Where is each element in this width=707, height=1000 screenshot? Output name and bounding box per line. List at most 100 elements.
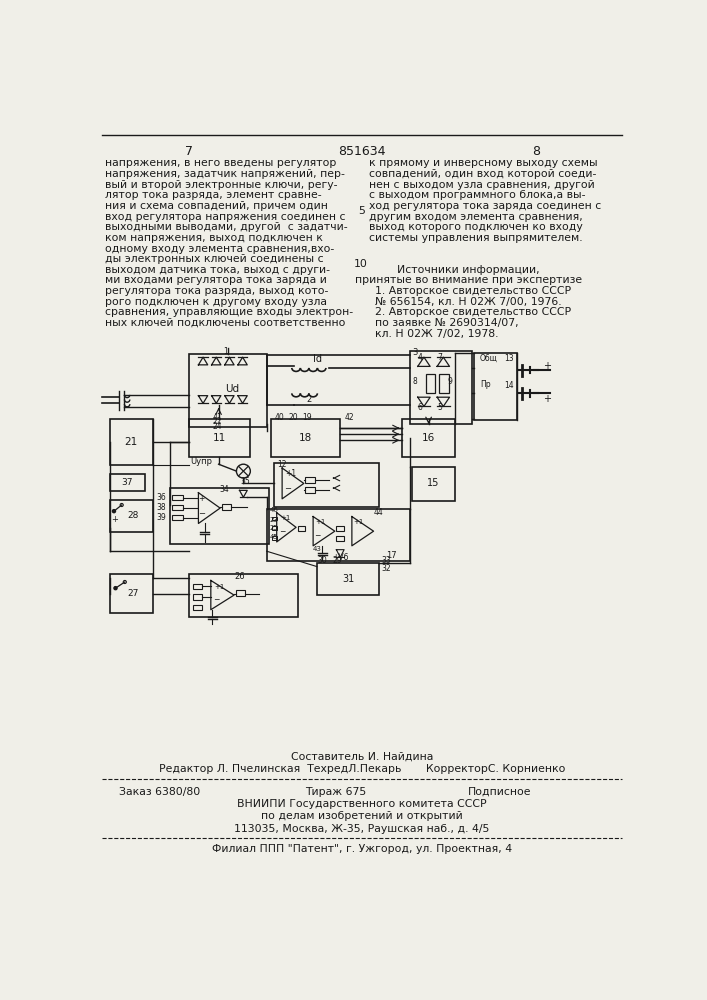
Text: регулятора тока разряда, выход кото-: регулятора тока разряда, выход кото- — [105, 286, 329, 296]
Text: выход которого подключен ко входу: выход которого подключен ко входу — [369, 222, 583, 232]
Text: 40: 40 — [274, 413, 284, 422]
Text: Пр: Пр — [480, 380, 491, 389]
Text: нен с выходом узла сравнения, другой: нен с выходом узла сравнения, другой — [369, 180, 595, 190]
Bar — [272, 517, 276, 520]
Text: ход регулятора тока заряда соединен с: ход регулятора тока заряда соединен с — [369, 201, 601, 211]
Bar — [426, 374, 435, 393]
Text: одному входу элемента сравнения,вхо-: одному входу элемента сравнения,вхо- — [105, 244, 334, 254]
Bar — [317, 563, 379, 595]
Text: 43: 43 — [313, 546, 322, 552]
Text: ми входами регулятора тока заряда и: ми входами регулятора тока заряда и — [105, 275, 327, 285]
Text: принятые во внимание при экспертизе: принятые во внимание при экспертизе — [355, 275, 582, 285]
Text: ды электронных ключей соединены с: ды электронных ключей соединены с — [105, 254, 324, 264]
Text: по делам изобретений и открытий: по делам изобретений и открытий — [261, 811, 463, 821]
Text: 35: 35 — [240, 477, 250, 486]
Text: 25: 25 — [270, 525, 279, 531]
Text: Составитель И. Найдина: Составитель И. Найдина — [291, 751, 433, 761]
Text: Филиал ППП "Патент", г. Ужгород, ул. Проектная, 4: Филиал ППП "Патент", г. Ужгород, ул. Про… — [212, 844, 512, 854]
Text: совпадений, один вход которой соеди-: совпадений, один вход которой соеди- — [369, 169, 596, 179]
Text: 22: 22 — [212, 417, 222, 426]
Text: системы управления выпрямителем.: системы управления выпрямителем. — [369, 233, 583, 243]
Bar — [305, 487, 315, 493]
Text: 28: 28 — [127, 511, 139, 520]
Text: 26: 26 — [234, 572, 245, 581]
Bar — [189, 354, 267, 427]
Text: 34: 34 — [219, 485, 229, 494]
Text: ком напряжения, выход подключен к: ком напряжения, выход подключен к — [105, 233, 323, 243]
Text: 42: 42 — [344, 413, 354, 422]
Bar — [193, 594, 202, 600]
Text: Заказ 6380/80: Заказ 6380/80 — [119, 787, 201, 797]
Bar — [189, 419, 250, 457]
Text: ния и схема совпадений, причем один: ния и схема совпадений, причем один — [105, 201, 328, 211]
Text: 5: 5 — [358, 206, 365, 216]
Bar — [267, 509, 410, 561]
Text: выходными выводами, другой  с задатчи-: выходными выводами, другой с задатчи- — [105, 222, 348, 232]
Text: +1: +1 — [315, 519, 326, 525]
Text: напряжения, задатчик напряжений, пер-: напряжения, задатчик напряжений, пер- — [105, 169, 345, 179]
Text: вый и второй электронные ключи, регу-: вый и второй электронные ключи, регу- — [105, 180, 338, 190]
Text: 1. Авторское свидетельство СССР: 1. Авторское свидетельство СССР — [375, 286, 571, 296]
Text: 29: 29 — [332, 556, 342, 565]
Bar — [337, 536, 344, 541]
Text: Id: Id — [312, 354, 322, 364]
Bar — [172, 515, 183, 520]
Bar — [412, 466, 455, 501]
Text: Редактор Л. Пчелинская  ТехредЛ.Пекарь       КорректорС. Корниенко: Редактор Л. Пчелинская ТехредЛ.Пекарь Ко… — [159, 764, 565, 774]
Text: Источники информации,: Источники информации, — [397, 265, 539, 275]
Bar — [222, 504, 231, 510]
Text: 6: 6 — [418, 403, 423, 412]
Text: 11: 11 — [213, 433, 226, 443]
Text: 5: 5 — [437, 403, 442, 412]
Text: другим входом элемента сравнения,: другим входом элемента сравнения, — [369, 212, 583, 222]
Text: 851634: 851634 — [338, 145, 386, 158]
Text: вход регулятора напряжения соединен с: вход регулятора напряжения соединен с — [105, 212, 346, 222]
Text: +1: +1 — [214, 584, 224, 590]
Text: с выходом программного блока,а вы-: с выходом программного блока,а вы- — [369, 190, 585, 200]
Text: к прямому и инверсному выходу схемы: к прямому и инверсному выходу схемы — [369, 158, 597, 168]
Text: ─: ─ — [285, 483, 291, 492]
Bar — [170, 488, 269, 544]
Text: сравнения, управляющие входы электрон-: сравнения, управляющие входы электрон- — [105, 307, 354, 317]
Text: 12: 12 — [277, 460, 287, 469]
Bar — [193, 584, 202, 589]
Text: 13: 13 — [504, 354, 514, 363]
Text: 32: 32 — [381, 564, 391, 573]
Text: кл. Н 02Ж 7/02, 1978.: кл. Н 02Ж 7/02, 1978. — [375, 329, 498, 339]
Text: 1: 1 — [223, 347, 228, 356]
Text: 38: 38 — [156, 503, 166, 512]
Text: Ud: Ud — [225, 384, 239, 394]
Bar — [474, 353, 517, 420]
Text: 7: 7 — [437, 353, 442, 362]
Text: 2: 2 — [307, 395, 312, 404]
Text: +: + — [199, 494, 205, 503]
Bar — [298, 526, 305, 531]
Text: напряжения, в него введены регулятор: напряжения, в него введены регулятор — [105, 158, 337, 168]
Text: 3: 3 — [412, 348, 418, 357]
Text: Подписное: Подписное — [468, 787, 532, 797]
Bar — [272, 536, 276, 540]
Bar — [189, 574, 298, 617]
Text: 33: 33 — [381, 556, 391, 565]
Text: +: + — [111, 515, 118, 524]
Bar — [193, 605, 202, 610]
Bar — [110, 474, 145, 491]
Text: лятор тока разряда, элемент сравне-: лятор тока разряда, элемент сравне- — [105, 190, 322, 200]
Text: по заявке № 2690314/07,: по заявке № 2690314/07, — [375, 318, 519, 328]
Text: 19: 19 — [303, 413, 312, 422]
Text: +Vб: +Vб — [332, 553, 349, 562]
Text: Общ: Общ — [480, 354, 498, 363]
Text: 24: 24 — [212, 422, 222, 431]
Text: 10: 10 — [354, 259, 368, 269]
Text: 8: 8 — [412, 377, 417, 386]
Text: 4: 4 — [418, 353, 423, 362]
Bar — [235, 590, 245, 596]
Text: +: + — [543, 394, 551, 404]
Text: 37: 37 — [122, 478, 133, 487]
Text: +1: +1 — [285, 469, 296, 478]
Text: 36: 36 — [156, 493, 166, 502]
Text: +1: +1 — [354, 519, 364, 525]
Text: 2. Авторское свидетельство СССР: 2. Авторское свидетельство СССР — [375, 307, 571, 317]
Text: 9: 9 — [448, 377, 452, 386]
Text: 113035, Москва, Ж-35, Раушская наб., д. 4/5: 113035, Москва, Ж-35, Раушская наб., д. … — [234, 824, 490, 834]
